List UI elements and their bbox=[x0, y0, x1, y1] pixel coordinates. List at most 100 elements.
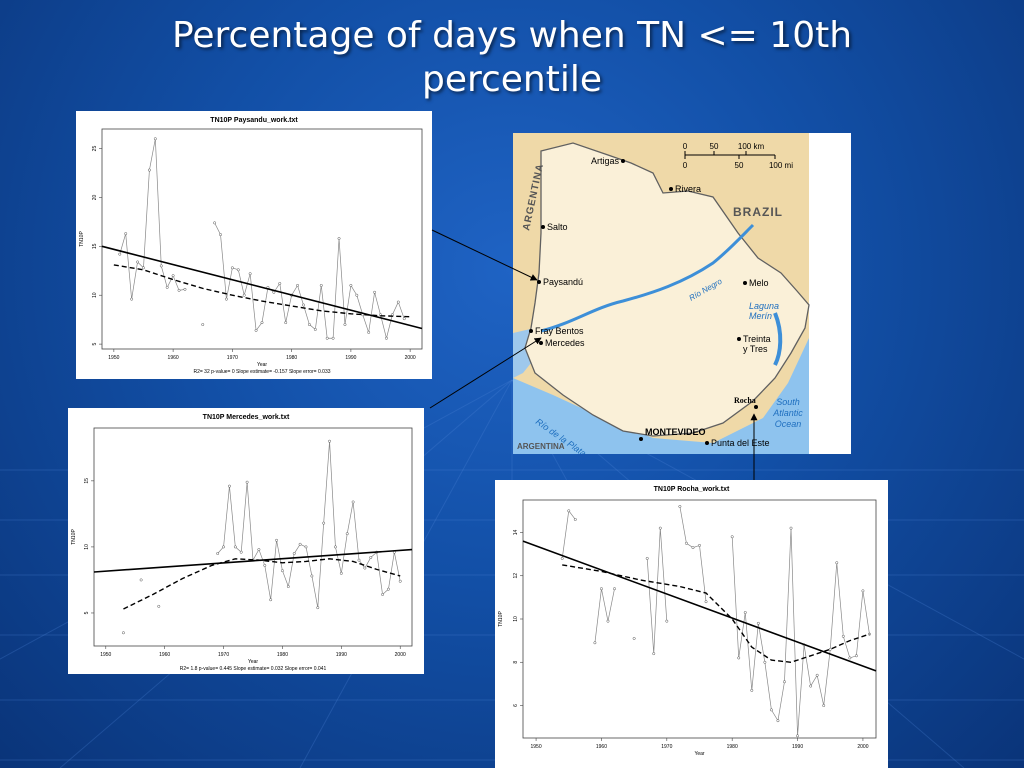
label-argentina-bottom: ARGENTINA bbox=[517, 442, 565, 451]
data-point bbox=[278, 282, 282, 285]
y-tick-label: 8 bbox=[513, 661, 519, 664]
chart-footer-stats: R2= 32 p-value= 0 Slope estimate= -0.157… bbox=[193, 369, 330, 375]
x-tick-label: 1980 bbox=[286, 355, 297, 361]
chart-rocha-svg: TN10P Rocha_work.txt 1950 1960 1970 1980 1990… bbox=[498, 486, 877, 757]
series-line bbox=[119, 138, 186, 300]
data-point bbox=[737, 656, 741, 660]
x-tick-label: 2000 bbox=[857, 744, 868, 750]
data-point bbox=[296, 283, 300, 287]
data-point bbox=[236, 268, 240, 272]
data-point bbox=[691, 546, 695, 550]
y-axis-label: TN10P bbox=[498, 611, 504, 627]
data-point bbox=[331, 336, 335, 340]
data-point bbox=[337, 237, 341, 240]
ocean-water bbox=[513, 338, 809, 454]
data-point bbox=[769, 708, 773, 712]
data-point bbox=[369, 556, 373, 559]
y-tick-label: 5 bbox=[84, 611, 90, 614]
data-point bbox=[373, 290, 377, 294]
x-tick-label: 1980 bbox=[277, 652, 288, 658]
city-label: Treinta bbox=[743, 334, 771, 344]
data-point bbox=[750, 688, 754, 692]
y-tick-label: 14 bbox=[513, 529, 519, 535]
data-point bbox=[599, 587, 603, 591]
label-brazil: BRAZIL bbox=[733, 205, 783, 219]
data-point bbox=[333, 545, 337, 549]
city-label: Mercedes bbox=[545, 338, 585, 348]
city-dot bbox=[743, 281, 747, 285]
data-point bbox=[343, 323, 347, 327]
data-point bbox=[645, 556, 649, 560]
data-point bbox=[567, 509, 571, 513]
trend-line bbox=[522, 540, 877, 672]
data-point bbox=[222, 545, 226, 549]
y-tick-label: 12 bbox=[513, 573, 519, 579]
data-point bbox=[275, 538, 279, 542]
data-point bbox=[245, 480, 249, 484]
x-tick-label: 1950 bbox=[531, 744, 542, 750]
y-tick-label: 25 bbox=[92, 146, 98, 152]
data-point bbox=[322, 521, 326, 525]
city-label: Melo bbox=[749, 278, 769, 288]
series-line bbox=[561, 509, 576, 559]
city-label: Rivera bbox=[675, 184, 701, 194]
data-point bbox=[153, 137, 157, 141]
label-south-atlantic-ocean: South Atlantic Ocean bbox=[773, 397, 803, 429]
x-tick-label: 1970 bbox=[227, 355, 238, 361]
data-point bbox=[367, 330, 371, 334]
data-point bbox=[796, 734, 800, 738]
data-point bbox=[743, 611, 747, 614]
series-line bbox=[594, 588, 615, 643]
chart-title: TN10P Rocha_work.txt bbox=[654, 486, 730, 493]
data-point bbox=[848, 656, 852, 660]
data-point bbox=[815, 673, 819, 677]
data-point bbox=[560, 556, 564, 560]
slide-title: Percentage of days when TN <= 10th perce… bbox=[0, 14, 1024, 102]
scale-mi-0: 0 bbox=[683, 161, 688, 170]
data-point bbox=[224, 297, 228, 301]
y-axis-label: TN10P bbox=[79, 231, 85, 247]
data-point bbox=[698, 543, 701, 547]
x-tick-label: 1970 bbox=[661, 744, 672, 750]
city-label: Fray Bentos bbox=[535, 326, 584, 336]
x-tick-label: 1950 bbox=[108, 355, 119, 361]
city-dot bbox=[621, 159, 625, 163]
plot-frame bbox=[101, 128, 423, 350]
city-dot bbox=[529, 329, 533, 333]
data-point bbox=[171, 274, 175, 278]
data-point bbox=[257, 548, 261, 552]
data-point bbox=[328, 439, 332, 443]
data-point bbox=[263, 563, 267, 567]
data-point bbox=[828, 647, 832, 651]
data-point bbox=[704, 600, 708, 604]
x-tick-label: 1990 bbox=[345, 355, 356, 361]
data-point bbox=[396, 300, 400, 304]
data-point bbox=[593, 641, 597, 645]
data-point bbox=[854, 654, 858, 658]
chart-paysandu-svg: TN10P Paysandu_work.txt 1950 1960 1970 1980 1… bbox=[79, 117, 423, 375]
city-label: y Tres bbox=[743, 344, 768, 354]
x-tick-label: 2000 bbox=[395, 652, 406, 658]
data-point bbox=[776, 719, 780, 723]
uruguay-country bbox=[524, 142, 810, 437]
data-point bbox=[381, 593, 385, 596]
y-tick-label: 10 bbox=[84, 544, 90, 550]
y-axis-label: TN10P bbox=[71, 529, 77, 545]
chart-title: TN10P Mercedes_work.txt bbox=[203, 414, 290, 421]
data-point bbox=[183, 287, 187, 291]
y-tick-label: 10 bbox=[92, 292, 98, 298]
data-point bbox=[157, 604, 161, 608]
x-axis-label: Year bbox=[248, 659, 258, 665]
chart-mercedes: TN10P Mercedes_work.txt 1950 1960 1970 1980 1… bbox=[68, 408, 424, 674]
city-dot bbox=[539, 341, 543, 345]
data-point bbox=[573, 518, 577, 521]
data-point bbox=[678, 505, 682, 508]
data-point bbox=[349, 283, 353, 287]
slide-title-line1: Percentage of days when TN <= 10th bbox=[171, 15, 853, 56]
data-point bbox=[213, 221, 217, 225]
data-point bbox=[809, 684, 813, 688]
label-ocean-box: South Atlantic Ocean bbox=[773, 397, 803, 429]
x-axis-label: Year bbox=[257, 362, 267, 368]
series-line bbox=[731, 528, 870, 736]
data-point bbox=[304, 545, 308, 549]
